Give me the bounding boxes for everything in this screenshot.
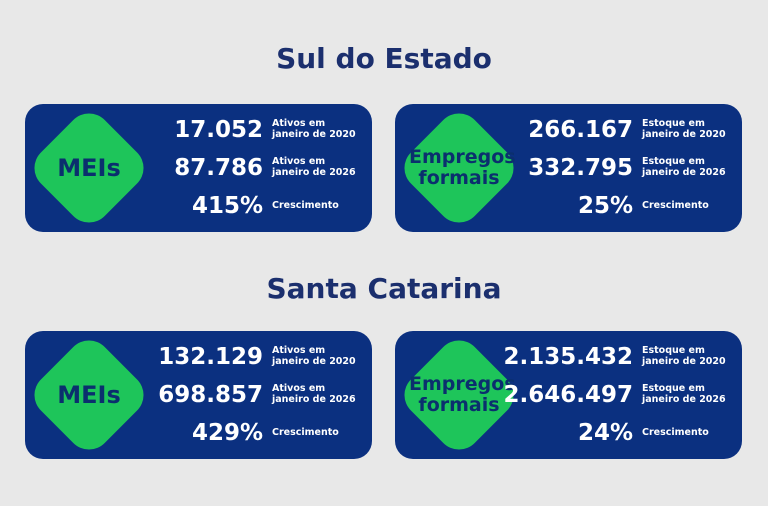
stat-label: Ativos em janeiro de 2026: [272, 383, 356, 405]
stat-value: 132.129: [158, 344, 263, 370]
stat-value: 2.646.497: [503, 382, 634, 408]
stat-rows: 17.052 Ativos em janeiro de 2020 87.786 Ati…: [174, 112, 364, 224]
stat-label: Crescimento: [642, 199, 709, 211]
badge-label: MEIs: [57, 380, 121, 409]
stat-label: Crescimento: [272, 426, 339, 438]
stat-card: MEIs 132.129 Ativos em janeiro de 2020 698.…: [25, 331, 372, 459]
stat-value: 25%: [577, 193, 633, 219]
badge: MEIs: [25, 331, 153, 459]
section-title: Santa Catarina: [266, 272, 502, 305]
badge: Empregos formais: [395, 104, 523, 232]
stat-rows: 132.129 Ativos em janeiro de 2020 698.857 A…: [158, 339, 364, 451]
stat-label: Estoque em janeiro de 2026: [642, 156, 726, 178]
stat-value: 2.135.432: [503, 344, 634, 370]
stat-label: Ativos em janeiro de 2026: [272, 156, 356, 178]
badge-label: MEIs: [57, 153, 121, 182]
stat-label: Estoque em janeiro de 2020: [642, 345, 726, 367]
stat-label: Ativos em janeiro de 2020: [272, 118, 356, 140]
stat-value: 332.795: [528, 155, 633, 181]
badge-label: Empregos formais: [409, 146, 516, 189]
stat-rows: 266.167 Estoque em janeiro de 2020 332.795…: [528, 112, 734, 224]
stat-label: Crescimento: [642, 426, 709, 438]
stat-label: Ativos em janeiro de 2020: [272, 345, 356, 367]
stat-value: 266.167: [528, 117, 633, 143]
stat-card: MEIs 17.052 Ativos em janeiro de 2020 87.78…: [25, 104, 372, 232]
stat-value: 429%: [191, 420, 263, 446]
stat-value: 415%: [191, 193, 263, 219]
stat-value: 17.052: [174, 117, 263, 143]
stat-label: Estoque em janeiro de 2020: [642, 118, 726, 140]
stat-value: 698.857: [158, 382, 263, 408]
stat-label: Crescimento: [272, 199, 339, 211]
badge: MEIs: [25, 104, 153, 232]
stat-value: 24%: [577, 420, 633, 446]
badge-label: Empregos formais: [409, 373, 516, 416]
stat-label: Estoque em janeiro de 2026: [642, 383, 726, 405]
section-title: Sul do Estado: [276, 42, 492, 75]
badge: Empregos formais: [395, 331, 523, 459]
stat-rows: 2.135.432 Estoque em janeiro de 2020 2.646…: [504, 339, 735, 451]
stat-card: Empregos formais 266.167 Estoque em janeir…: [395, 104, 742, 232]
stat-value: 87.786: [174, 155, 263, 181]
stat-card: Empregos formais 2.135.432 Estoque em jane…: [395, 331, 742, 459]
